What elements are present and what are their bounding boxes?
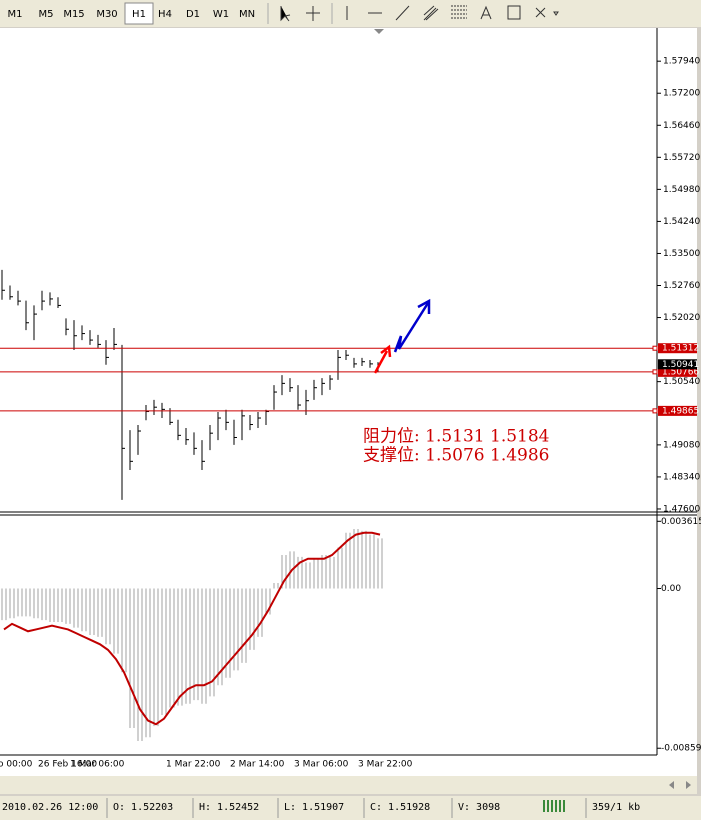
annotation: 阻力位: 1.5131 1.5184	[363, 427, 550, 447]
y-tick-label: 1.53500	[663, 249, 700, 259]
level-label-bg	[658, 405, 697, 416]
y-tick-label: 1.57940	[663, 57, 700, 67]
macd-pane: 0.003615 0.00 -0.00859	[1, 517, 701, 754]
y-tick-label: 1.54240	[663, 217, 700, 227]
x-tick-label: 26 Feb 16:00	[38, 760, 97, 770]
x-tick-label: 2 Mar 14:00	[230, 760, 285, 770]
status-field: O: 1.52203	[113, 802, 173, 813]
status-bar	[0, 796, 701, 820]
y-tick-label: 1.50540	[663, 377, 700, 387]
price-pane: 1.57940 1.57200 1.56460 1.55720 1.54980 1.542…	[0, 57, 700, 770]
chart-window	[0, 28, 697, 776]
shift-marker	[374, 29, 384, 34]
text-icon[interactable]	[480, 5, 492, 20]
status-field: L: 1.51907	[284, 802, 344, 813]
x-tick-label: 3 Mar 06:00	[294, 760, 349, 770]
tool-icons	[267, 3, 559, 24]
timeframe-button[interactable]: M30	[96, 9, 117, 20]
annotation: 支撑位: 1.5076 1.4986	[363, 446, 550, 466]
timeframe-button[interactable]: M5	[39, 9, 54, 20]
status-fields: 2010.02.26 12:00 O: 1.52203 H: 1.52452 L: 1…	[2, 798, 640, 818]
timeframe-button[interactable]: H4	[158, 9, 172, 20]
active-timeframe	[124, 2, 154, 25]
timeframe-button[interactable]: W1	[213, 9, 229, 20]
y-tick-label: 0.00	[661, 584, 681, 594]
level-label: 1.51312	[662, 344, 699, 354]
x-tick-label: o 00:00	[0, 760, 33, 770]
y-tick-label: 0.003615	[661, 517, 701, 527]
crosshair-icon[interactable]	[306, 6, 320, 21]
scroll-row	[0, 776, 697, 794]
level-handle	[652, 345, 658, 351]
cursor-icon[interactable]	[280, 6, 291, 22]
timeframe-button[interactable]: M1	[8, 9, 23, 20]
scroll-arrows[interactable]	[669, 781, 691, 789]
status-field: C: 1.51928	[370, 802, 430, 813]
trendline-icon[interactable]	[395, 5, 410, 21]
level-label-bg	[658, 343, 697, 354]
y-tick-label: 1.54980	[663, 185, 700, 195]
level-label: 1.50766	[662, 367, 699, 377]
drawn-arrows	[373, 298, 431, 374]
status-field: 359/1 kb	[592, 802, 640, 813]
x-tick-label: 1 Mar 22:00	[166, 760, 221, 770]
y-tick-label: 1.52020	[663, 313, 700, 323]
timeframe-button[interactable]: H1	[132, 9, 146, 20]
y-tick-label: 1.56460	[663, 121, 700, 131]
last-price-label: 1.50941	[662, 360, 699, 370]
timeframe-button[interactable]: D1	[186, 9, 200, 20]
y-tick-label: 1.47600	[663, 504, 700, 514]
status-field: 2010.02.26 12:00	[2, 802, 98, 813]
level-label-bg	[658, 366, 697, 377]
x-tick-label: 3 Mar 22:00	[358, 760, 413, 770]
signal-line	[3, 531, 381, 726]
x-tick-label: 1 Mar 06:00	[70, 760, 125, 770]
last-price-bg	[658, 359, 697, 370]
connection-icon	[543, 800, 565, 812]
level-handle	[652, 369, 658, 375]
y-tick-label: 1.52760	[663, 281, 700, 291]
y-tick-label: 1.49080	[663, 440, 700, 450]
window-border	[697, 28, 701, 796]
timeframe-button[interactable]: M15	[63, 9, 84, 20]
y-tick-label: 1.55720	[663, 153, 700, 163]
y-tick-label: 1.57200	[663, 89, 700, 99]
toolbar	[0, 0, 701, 27]
status-field: H: 1.52452	[199, 802, 259, 813]
status-field: V: 3098	[458, 802, 500, 813]
level-handle	[652, 408, 658, 414]
y-tick-label: 1.48340	[663, 472, 700, 482]
channel-icon[interactable]	[423, 5, 439, 21]
label-icon[interactable]	[507, 5, 521, 20]
toolbar-group: M1 M5 M15 M30 H1 H4 D1 W1 MN	[8, 2, 255, 25]
arrows-icon[interactable]	[535, 7, 559, 18]
fibo-icon[interactable]	[451, 5, 467, 19]
level-label: 1.49865	[662, 406, 699, 416]
y-tick-label: -0.00859	[661, 744, 701, 754]
timeframe-button[interactable]: MN	[239, 9, 255, 20]
